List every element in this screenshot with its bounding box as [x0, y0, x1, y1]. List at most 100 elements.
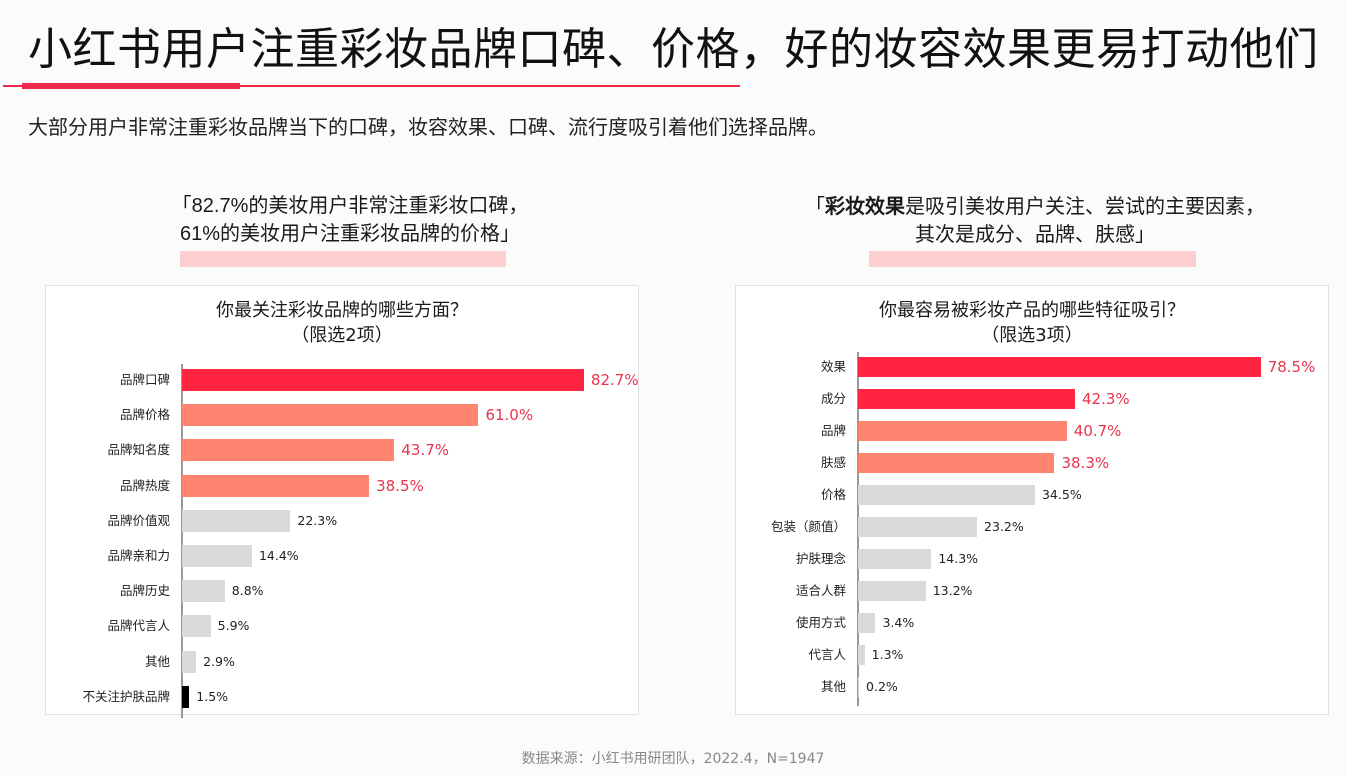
value-label: 38.3%: [1061, 454, 1110, 472]
bar: [858, 421, 1067, 441]
value-label: 61.0%: [485, 406, 534, 425]
bar: [182, 404, 479, 427]
right-quote-emphasis: 彩妆效果: [825, 194, 905, 218]
chart-title-line1: 你最关注彩妆品牌的哪些方面？: [216, 300, 468, 321]
category-label: 护肤理念: [795, 551, 846, 566]
value-label: 2.9%: [203, 653, 235, 669]
title-underline: [3, 85, 740, 87]
bar: [858, 549, 932, 569]
bar: [182, 439, 395, 462]
category-label: 价格: [820, 487, 846, 502]
bar-row: 适合人群 13.2%: [736, 581, 1328, 601]
value-label: 14.3%: [938, 551, 979, 566]
bar-row: 品牌口碑 82.7%: [46, 369, 639, 391]
category-label: 品牌亲和力: [107, 548, 170, 563]
bar: [858, 389, 1075, 409]
bar-row: 成分 42.3%: [736, 389, 1328, 409]
value-label: 14.4%: [258, 548, 299, 563]
value-label: 23.2%: [984, 519, 1024, 534]
category-label: 品牌热度: [119, 477, 170, 493]
value-label: 5.9%: [217, 618, 250, 634]
bar-row: 品牌代言人 5.9%: [46, 615, 638, 638]
data-source-note: 数据来源：小红书用研团队，2022.4，N=1947: [521, 751, 825, 767]
title-underline-accent: [22, 83, 240, 89]
bar-row: 不关注护肤品牌 1.5%: [46, 685, 638, 708]
right-quote-line1: 「彩妆效果是吸引美妆用户关注、尝试的主要因素，: [740, 192, 1330, 220]
category-label: 品牌历史: [119, 583, 170, 599]
bar-row: 品牌亲和力 14.4%: [46, 545, 638, 567]
bar-row: 品牌价值观 22.3%: [46, 509, 638, 532]
value-label: 82.7%: [590, 371, 639, 389]
y-axis-line: [181, 364, 183, 718]
category-label: 其他: [820, 679, 846, 694]
bar-row: 包装（颜值） 23.2%: [736, 517, 1328, 537]
right-quote-line1-rest: 是吸引美妆用户关注、尝试的主要因素，: [905, 194, 1265, 218]
bar: [182, 474, 370, 497]
bar: [182, 545, 252, 567]
right-quote: 「彩妆效果是吸引美妆用户关注、尝试的主要因素， 其次是成分、品牌、肤感」: [740, 192, 1330, 248]
category-label: 品牌价值观: [107, 512, 170, 528]
category-label: 效果: [820, 359, 846, 374]
bar: [182, 685, 190, 708]
bar-row: 品牌价格 61.0%: [46, 404, 638, 427]
page-title: 小红书用户注重彩妆品牌口碑、价格，好的妆容效果更易打动他们: [28, 24, 1319, 75]
bar-row: 品牌历史 8.8%: [46, 580, 638, 603]
bar-row: 护肤理念 14.3%: [736, 549, 1328, 569]
category-label: 使用方式: [795, 615, 846, 630]
left-quote-line1: 「82.7%的美妆用户非常注重彩妆口碑，: [171, 195, 529, 217]
bar: [858, 453, 1055, 473]
category-label: 肤感: [820, 455, 846, 470]
value-label: 78.5%: [1267, 358, 1316, 376]
right-quote-line2: 其次是成分、品牌、肤感」: [915, 222, 1155, 246]
value-label: 13.2%: [932, 583, 973, 598]
bar: [858, 517, 978, 537]
bar: [858, 485, 1035, 505]
value-label: 3.4%: [882, 615, 915, 630]
bar-row: 效果 78.5%: [736, 357, 1328, 377]
value-label: 38.5%: [376, 476, 424, 495]
category-label: 品牌知名度: [107, 442, 170, 458]
chart-product-features: 你最容易被彩妆产品的哪些特征吸引？ （限选3项） 效果 78.5% 成分 42.3% 品…: [735, 285, 1329, 715]
value-label: 1.3%: [871, 647, 904, 662]
value-label: 1.5%: [196, 688, 229, 704]
bar: [858, 613, 876, 633]
bar-row: 品牌知名度 43.7%: [46, 439, 638, 462]
chart-title: 你最容易被彩妆产品的哪些特征吸引？ （限选3项）: [736, 298, 1328, 348]
value-label: 0.2%: [866, 679, 898, 694]
bar-row: 肤感 38.3%: [736, 453, 1328, 473]
bar-row: 价格 34.5%: [736, 485, 1328, 505]
value-label: 34.5%: [1041, 487, 1082, 502]
bar: [182, 369, 584, 391]
bar: [858, 645, 865, 665]
bar: [182, 580, 225, 603]
chart-title: 你最关注彩妆品牌的哪些方面？ （限选2项）: [46, 298, 638, 348]
quote-open-bracket: 「: [805, 194, 825, 218]
left-quote: 「82.7%的美妆用户非常注重彩妆口碑， 61%的美妆用户注重彩妆品牌的价格」: [100, 192, 600, 248]
category-label: 适合人群: [795, 583, 846, 598]
left-quote-highlight: [180, 251, 506, 267]
left-quote-line2: 61%的美妆用户注重彩妆品牌的价格」: [179, 223, 521, 245]
bar: [858, 357, 1261, 377]
bar-row: 品牌热度 38.5%: [46, 474, 638, 497]
category-label: 品牌: [820, 423, 846, 438]
category-label: 品牌价格: [119, 407, 170, 423]
category-label: 成分: [820, 391, 846, 406]
category-label: 包装（颜值）: [770, 519, 846, 534]
category-label: 品牌代言人: [107, 618, 170, 634]
bar: [858, 677, 860, 697]
page-subtitle: 大部分用户非常注重彩妆品牌当下的口碑，妆容效果、口碑、流行度吸引着他们选择品牌。: [28, 115, 828, 139]
bar: [858, 581, 926, 601]
bar: [182, 615, 211, 638]
bar-row: 代言人 1.3%: [736, 645, 1328, 665]
chart-brand-aspects: 你最关注彩妆品牌的哪些方面？ （限选2项） 品牌口碑 82.7% 品牌价格 61.0%…: [45, 285, 639, 718]
bar-row: 其他 2.9%: [46, 650, 638, 673]
category-label: 品牌口碑: [119, 372, 170, 387]
value-label: 8.8%: [231, 583, 264, 599]
value-label: 22.3%: [297, 512, 338, 528]
value-label: 43.7%: [401, 441, 450, 460]
category-label: 不关注护肤品牌: [82, 688, 170, 704]
bar: [182, 650, 197, 673]
value-label: 42.3%: [1081, 390, 1130, 408]
bar: [182, 509, 291, 532]
chart-title-line2: （限选2项）: [291, 325, 393, 346]
